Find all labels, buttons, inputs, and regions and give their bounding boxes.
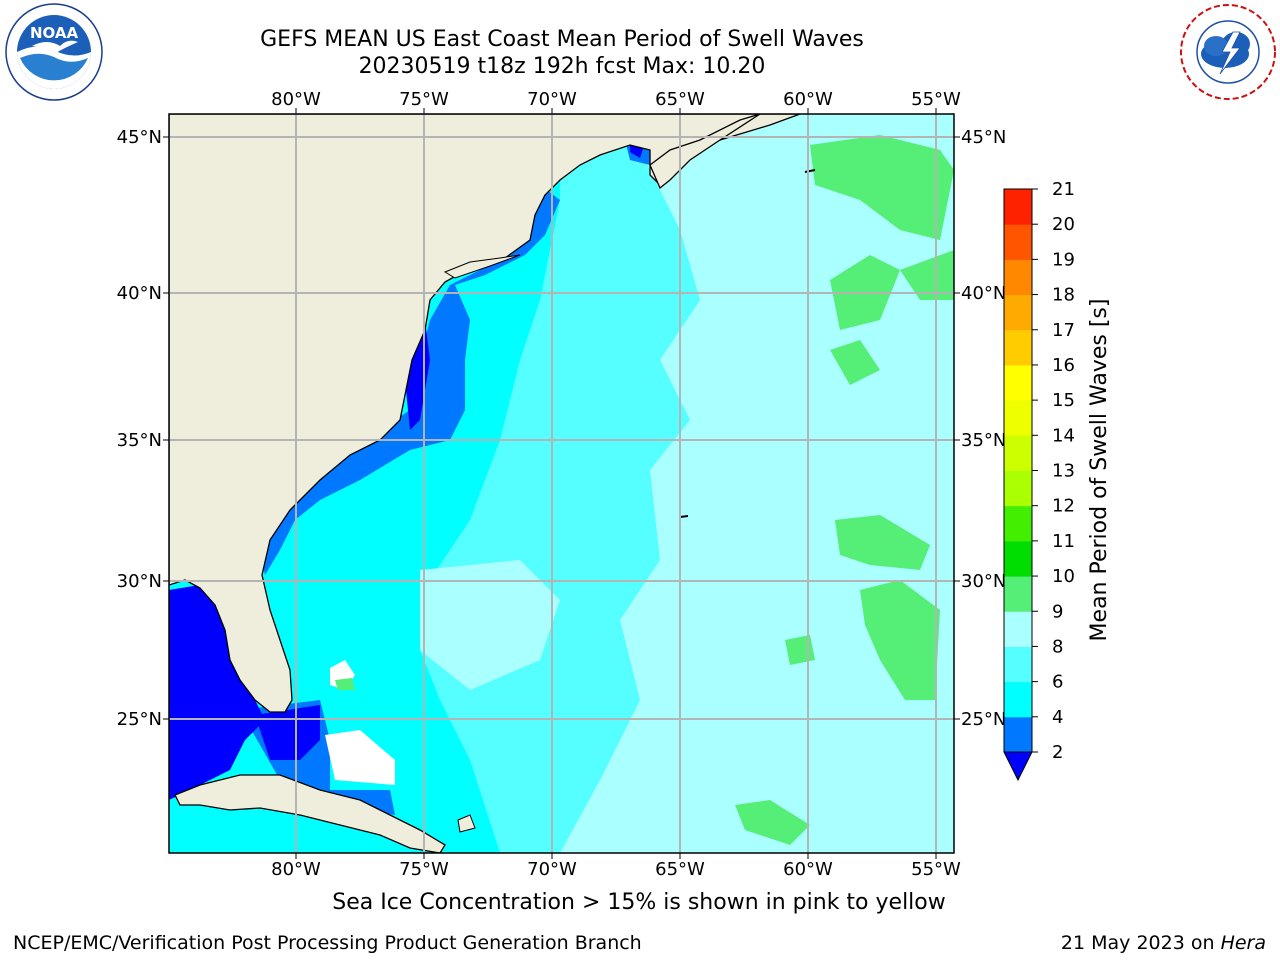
- colorbar-segment: [1004, 611, 1032, 647]
- colorbar-segment: [1004, 576, 1032, 612]
- colorbar: 2 4 6 8 9 10 11 12 13 14 15 16 17 18 19 20 21: [1003, 179, 1075, 782]
- colorbar-segment: [1004, 435, 1032, 471]
- colorbar-tick-label: 14: [1052, 425, 1075, 446]
- land-nova-scotia: [649, 114, 761, 190]
- colorbar-segment: [1004, 259, 1032, 296]
- colorbar-tick-label: 20: [1052, 214, 1075, 235]
- colorbar-segment: [1004, 646, 1032, 683]
- lat-label-left: 30°N: [117, 571, 162, 592]
- lat-label-right: 40°N: [961, 283, 1006, 304]
- lat-label-left: 35°N: [117, 430, 162, 451]
- lon-label-top: 55°W: [911, 89, 961, 110]
- colorbar-segment: [1004, 224, 1032, 260]
- colorbar-segment: [1004, 505, 1032, 542]
- land-sable-island: [804, 169, 816, 173]
- colorbar-segment: [1004, 681, 1032, 718]
- colorbar-tick-label: 17: [1052, 320, 1075, 341]
- land-us-east-coast: [169, 114, 801, 713]
- gulf-region-0-2: [169, 585, 265, 800]
- colorbar-segment: [1004, 294, 1032, 331]
- nws-logo: [1178, 2, 1278, 102]
- colorbar-tick-label: 13: [1052, 461, 1075, 482]
- swell-patch-9-10: [735, 800, 810, 845]
- lat-label-left: 25°N: [117, 709, 162, 730]
- bahamas-bank: [325, 730, 395, 785]
- swell-patch-9-10: [835, 515, 930, 570]
- lon-label-top: 70°W: [527, 89, 577, 110]
- lat-label-right: 25°N: [961, 709, 1006, 730]
- swell-band-2-4: [262, 185, 560, 575]
- graticule: [169, 114, 954, 853]
- lon-label-top: 75°W: [399, 89, 449, 110]
- colorbar-segment: [1004, 470, 1032, 507]
- footer-credit: NCEP/EMC/Verification Post Processing Pr…: [13, 932, 642, 954]
- sea-ice-note-text: Sea Ice Concentration > 15% is shown in …: [332, 890, 946, 915]
- chart-title-line2: 20230519 t18z 192h fcst Max: 10.20: [358, 54, 766, 79]
- map-frame: [168, 113, 955, 854]
- lat-label-left: 45°N: [117, 127, 162, 148]
- colorbar-tick-label: 10: [1052, 566, 1075, 587]
- lat-label-right: 35°N: [961, 430, 1006, 451]
- colorbar-label: Mean Period of Swell Waves [s]: [1087, 299, 1112, 642]
- footer-date: 21 May 2023 on Hera: [1061, 932, 1266, 954]
- colorbar-segment: [1004, 189, 1032, 225]
- bahamas-patch: [335, 678, 355, 690]
- colorbar-segment: [1004, 400, 1032, 436]
- colorbar-segment: [1004, 716, 1032, 753]
- colorbar-tick-label: 19: [1052, 249, 1075, 270]
- lon-label-bottom: 60°W: [783, 859, 833, 880]
- colorbar-tick-label: 9: [1052, 601, 1063, 622]
- footer-date-text: 21 May 2023 on: [1060, 932, 1221, 954]
- lat-label-right: 30°N: [961, 571, 1006, 592]
- lon-label-bottom: 75°W: [399, 859, 449, 880]
- lon-label-bottom: 65°W: [655, 859, 705, 880]
- lon-label-top: 65°W: [655, 89, 705, 110]
- noaa-logo-text: NOAA: [30, 24, 79, 42]
- lat-label-right: 45°N: [961, 127, 1006, 148]
- lon-label-bottom: 55°W: [911, 859, 961, 880]
- noaa-logo: NOAA: [2, 2, 106, 106]
- lon-label-bottom: 80°W: [271, 859, 321, 880]
- swell-patch-9-10: [860, 580, 940, 700]
- colorbar-segment: [1004, 540, 1032, 577]
- lon-label-bottom: 70°W: [527, 859, 577, 880]
- colorbar-tick-label: 6: [1052, 672, 1063, 693]
- colorbar-tick-label: 8: [1052, 636, 1063, 657]
- swell-patch-9-10: [785, 635, 815, 665]
- swell-patch-9-10: [900, 250, 954, 300]
- land-island: [457, 814, 476, 833]
- colorbar-segment: [1004, 364, 1032, 401]
- land-long-island: [443, 254, 521, 279]
- swell-patch-9-10: [830, 340, 880, 385]
- colorbar-tick-label: 12: [1052, 496, 1075, 517]
- ocean-patch-8-9: [420, 560, 560, 690]
- colorbar-segment: [1004, 329, 1032, 366]
- land-bermuda: [679, 515, 689, 518]
- colorbar-tick-label: 11: [1052, 531, 1075, 552]
- colorbar-tick-label: 15: [1052, 390, 1075, 411]
- colorbar-tick-label: 2: [1052, 742, 1063, 763]
- sea-ice-note: Sea Ice Concentration > 15% is shown in …: [0, 890, 1280, 915]
- lon-label-top: 60°W: [783, 89, 833, 110]
- colorbar-tick-label: 21: [1052, 179, 1075, 200]
- colorbar-extend-triangle: [1003, 751, 1033, 782]
- lon-label-top: 80°W: [271, 89, 321, 110]
- chart-title-line1: GEFS MEAN US East Coast Mean Period of S…: [260, 27, 864, 52]
- footer-host: Hera: [1220, 932, 1266, 954]
- land-cuba: [174, 774, 446, 853]
- tick-marks: [163, 108, 960, 859]
- colorbar-tick-label: 4: [1052, 707, 1063, 728]
- swell-patch-9-10: [810, 135, 954, 240]
- lat-label-left: 40°N: [117, 283, 162, 304]
- colorbar-tick-label: 16: [1052, 355, 1075, 376]
- colorbar-tick-label: 18: [1052, 285, 1075, 306]
